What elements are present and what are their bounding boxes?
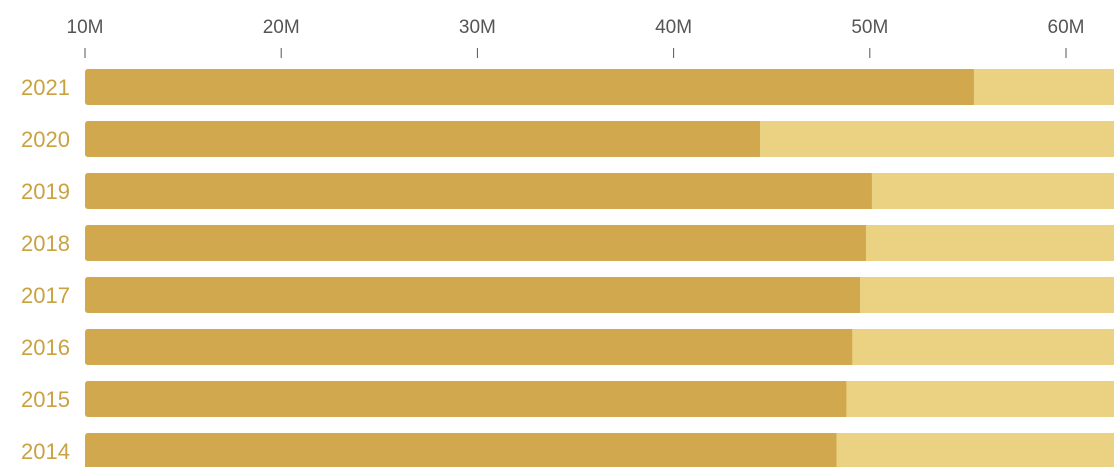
bar-value-2017[interactable] xyxy=(85,277,860,313)
bar-value-2014[interactable] xyxy=(85,433,837,467)
x-axis: 10M 20M 30M 40M 50M 60M xyxy=(67,17,1085,58)
bar-value-edge xyxy=(755,121,760,157)
year-label: 2014 xyxy=(21,439,70,464)
year-label: 2021 xyxy=(21,75,70,100)
year-label: 2020 xyxy=(21,127,70,152)
bar-value-2015[interactable] xyxy=(85,381,847,417)
x-tick-label: 50M xyxy=(851,17,888,38)
bar-value-2020[interactable] xyxy=(85,121,760,157)
bar-value-2018[interactable] xyxy=(85,225,866,261)
x-tick-label: 10M xyxy=(67,17,104,38)
bar-row: 2016 xyxy=(21,329,1114,365)
bar-rows: 2021 2020 2019 2018 2017 2016 2015 2014 xyxy=(21,69,1114,467)
bar-row: 2018 xyxy=(21,225,1114,261)
bar-row: 2019 xyxy=(21,173,1114,209)
x-tick-label: 40M xyxy=(655,17,692,38)
bar-value-2021[interactable] xyxy=(85,69,974,105)
bar-value-edge xyxy=(848,329,853,365)
x-tick-label: 60M xyxy=(1048,17,1085,38)
bar-value-edge xyxy=(842,381,847,417)
bar-row: 2021 xyxy=(21,69,1114,105)
year-label: 2017 xyxy=(21,283,70,308)
bar-row: 2015 xyxy=(21,381,1114,417)
bar-row: 2017 xyxy=(21,277,1114,313)
x-tick-label: 30M xyxy=(459,17,496,38)
bar-value-2019[interactable] xyxy=(85,173,872,209)
year-label: 2016 xyxy=(21,335,70,360)
bar-value-edge xyxy=(861,225,866,261)
x-tick-label: 20M xyxy=(263,17,300,38)
bar-value-edge xyxy=(855,277,860,313)
bar-row: 2014 xyxy=(21,433,1114,467)
year-label: 2015 xyxy=(21,387,70,412)
bar-value-edge xyxy=(832,433,837,467)
year-label: 2019 xyxy=(21,179,70,204)
bar-row: 2020 xyxy=(21,121,1114,157)
bar-value-2016[interactable] xyxy=(85,329,853,365)
bar-value-edge xyxy=(867,173,872,209)
year-label: 2018 xyxy=(21,231,70,256)
bar-value-edge xyxy=(969,69,974,105)
